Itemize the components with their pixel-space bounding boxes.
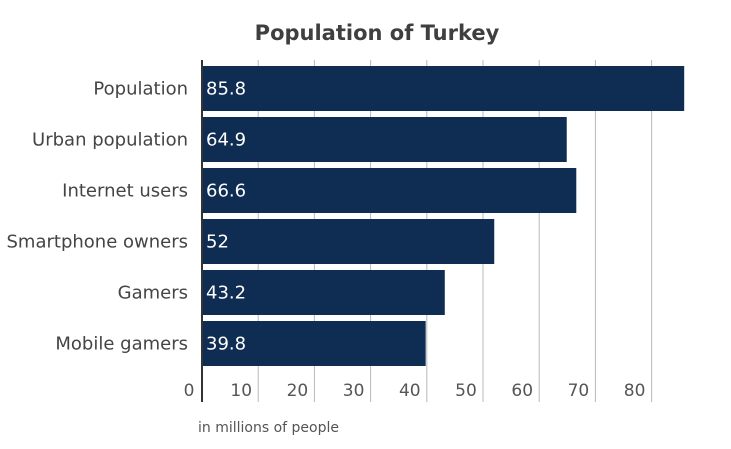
category-label-0: Population <box>93 79 188 100</box>
x-tick-labels: 0 10 20 30 40 50 60 70 80 <box>184 381 646 401</box>
data-label-0: 85.8 <box>206 79 246 100</box>
x-tick-label-0: 0 <box>184 381 195 401</box>
x-tick-label-10: 10 <box>230 381 252 401</box>
x-tick-label-70: 70 <box>568 381 590 401</box>
x-tick-label-20: 20 <box>287 381 309 401</box>
bars: 85.8 64.9 66.6 52 43.2 39.8 <box>202 66 685 366</box>
bar-0 <box>202 66 685 111</box>
data-label-3: 52 <box>206 232 229 253</box>
chart-title: Population of Turkey <box>255 21 500 45</box>
bar-3 <box>202 219 495 264</box>
bar-1 <box>202 117 567 162</box>
x-tick-label-50: 50 <box>455 381 477 401</box>
x-tick-label-80: 80 <box>624 381 646 401</box>
data-label-2: 66.6 <box>206 181 246 202</box>
data-label-4: 43.2 <box>206 283 246 304</box>
bar-4 <box>202 270 445 315</box>
category-label-4: Gamers <box>118 283 188 304</box>
category-label-2: Internet users <box>62 181 188 202</box>
x-tick-label-30: 30 <box>343 381 365 401</box>
category-label-1: Urban population <box>32 130 188 151</box>
bar-2 <box>202 168 577 213</box>
category-labels: Population Urban population Internet users… <box>7 79 189 355</box>
category-label-5: Mobile gamers <box>55 334 188 355</box>
category-label-3: Smartphone owners <box>7 232 189 253</box>
x-tick-label-60: 60 <box>511 381 533 401</box>
x-axis-unit-label: in millions of people <box>198 420 339 436</box>
x-tick-label-40: 40 <box>399 381 421 401</box>
data-label-5: 39.8 <box>206 334 246 355</box>
bar-5 <box>202 321 426 366</box>
data-label-1: 64.9 <box>206 130 246 151</box>
